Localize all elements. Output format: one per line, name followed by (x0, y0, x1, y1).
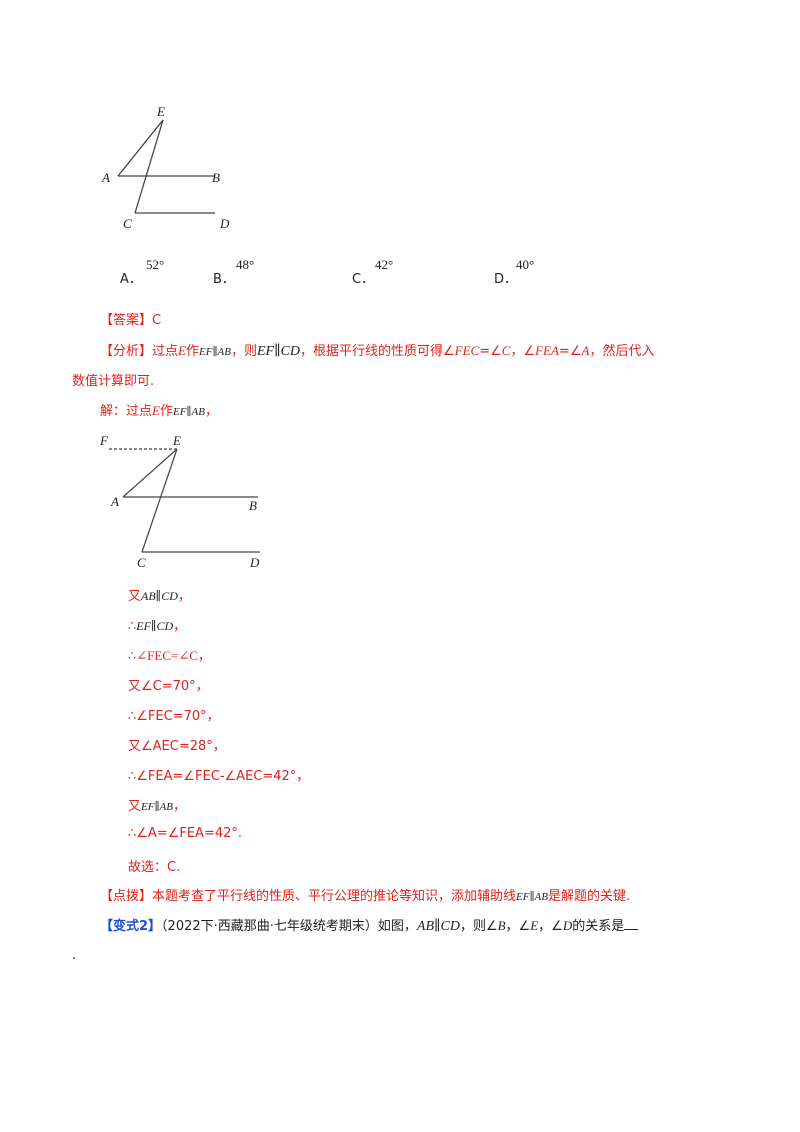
analysis-text-1: 过点 (152, 344, 179, 359)
analysis-text-3: ，则 (230, 344, 257, 359)
variant-text-1: ，则∠ (459, 919, 498, 934)
tip-text-2: 是解题的关键. (548, 889, 631, 904)
option-a-value: 52° (146, 257, 165, 272)
analysis-line-1: 【分析】过点E作EF∥AB，则EF∥CD，根据平行线的性质可得∠FEC=∠C，∠… (100, 340, 654, 360)
answer-blank[interactable] (624, 917, 639, 930)
analysis-angle-c: C (501, 343, 511, 358)
step-10: 故选：C. (128, 860, 181, 875)
variant-angle-e: E (530, 918, 539, 933)
solution-point-e: E (152, 403, 160, 418)
analysis-angle-a: A (581, 343, 590, 358)
figure-1: E A B C D (101, 104, 230, 231)
option-d-letter: D． (494, 272, 518, 287)
answer-tag: 【答案】 (100, 313, 153, 328)
option-c-value: 42° (375, 257, 394, 272)
step-8-math: EF∥AB (141, 801, 173, 813)
step-2-math: EF∥CD (136, 619, 174, 633)
step-9: ∴∠A=∠FEA=42°. (128, 826, 243, 841)
step-2: ∴EF∥CD， (128, 615, 186, 634)
step-1-math: AB∥CD (141, 589, 178, 603)
tip-tag: 【点拨】 (100, 889, 153, 904)
variant-text-3: ，∠ (538, 919, 563, 934)
label-b: B (212, 170, 220, 185)
solution-math: EF∥AB (172, 406, 205, 418)
figure-2: F E A B C D (99, 433, 260, 570)
analysis-point-e: E (178, 343, 186, 358)
step-1: 又AB∥CD， (128, 585, 191, 604)
label-c: C (123, 216, 132, 231)
analysis-angle-fec: FEC (454, 343, 480, 358)
analysis-math-1: EF∥AB (199, 346, 231, 358)
option-d-value: 40° (516, 257, 535, 272)
analysis-tag: 【分析】 (100, 344, 153, 359)
solution-text-1: 解：过点 (100, 404, 153, 419)
analysis-text-7: =∠ (558, 344, 582, 359)
step-2-pre: ∴ (128, 619, 137, 634)
analysis-text-5: =∠ (479, 344, 502, 359)
variant-angle-b: B (497, 918, 506, 933)
answer-value: C (152, 313, 162, 328)
variant-line: 【变式2】（2022下·西藏那曲·七年级统考期末）如图，AB∥CD，则∠B，∠E… (100, 915, 639, 935)
step-8-pre: 又 (128, 799, 142, 814)
variant-text-4: 的关系是 (572, 919, 625, 934)
segment-ae (122, 448, 178, 498)
step-6: 又∠AEC=28°， (128, 739, 226, 754)
step-2-post: ， (173, 619, 187, 634)
label-d: D (249, 555, 260, 570)
analysis-line-2: 数值计算即可. (72, 374, 155, 389)
analysis-math-2: EF∥CD (256, 344, 301, 359)
tip-math: EF∥AB (516, 891, 548, 903)
tip-line: 【点拨】本题考查了平行线的性质、平行公理的推论等知识，添加辅助线EF∥AB是解题… (100, 885, 630, 904)
variant-tag: 【变式2】 (100, 919, 162, 934)
segment-ae (117, 119, 164, 177)
option-b-letter: B． (213, 272, 235, 287)
analysis-text-4: ，根据平行线的性质可得∠ (300, 344, 455, 359)
solution-text-3: ， (204, 404, 218, 419)
analysis-angle-fea: FEA (535, 343, 559, 358)
solution-intro: 解：过点E作EF∥AB， (100, 400, 218, 419)
label-a: A (110, 494, 119, 509)
variant-math: AB∥CD (416, 919, 460, 934)
step-1-post: ， (177, 589, 191, 604)
analysis-text-6: ，∠ (510, 344, 536, 359)
segment-ec (141, 448, 178, 553)
answer-line: 【答案】C (100, 309, 161, 328)
segment-ec (134, 119, 164, 214)
step-8: 又EF∥AB， (128, 795, 186, 814)
label-e: E (172, 433, 181, 448)
label-a: A (101, 170, 110, 185)
step-4: 又∠C=70°， (128, 679, 209, 694)
step-7: ∴∠FEA=∠FEC-∠AEC=42°， (128, 769, 310, 784)
step-1-pre: 又 (128, 589, 142, 604)
label-c: C (137, 555, 146, 570)
step-5: ∴∠FEC=70°， (128, 709, 220, 724)
label-d: D (219, 216, 230, 231)
tip-text-1: 本题考查了平行线的性质、平行公理的推论等知识，添加辅助线 (152, 889, 517, 904)
solution-text-2: 作 (159, 404, 173, 419)
variant-text-2: ，∠ (505, 919, 531, 934)
analysis-text-8: ，然后代入 (589, 344, 655, 359)
option-a-letter: A． (120, 272, 142, 287)
label-b: B (249, 498, 257, 513)
step-3: ∴∠FEC=∠C， (128, 648, 211, 663)
analysis-text-2: 作 (185, 344, 199, 359)
step-8-post: ， (172, 799, 186, 814)
option-c-letter: C． (352, 272, 375, 287)
option-b-value: 48° (236, 257, 255, 272)
variant-end-dot: . (72, 948, 77, 963)
variant-angle-d: D (562, 918, 573, 933)
label-e: E (156, 104, 165, 119)
variant-source: （2022下·西藏那曲·七年级统考期末）如图， (161, 919, 417, 934)
label-f: F (99, 433, 109, 448)
